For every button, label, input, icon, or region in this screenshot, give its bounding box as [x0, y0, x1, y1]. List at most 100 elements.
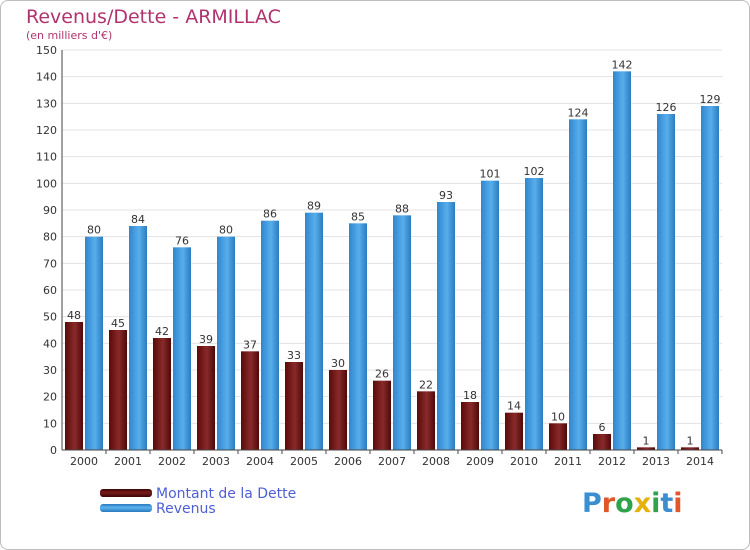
chart-title: Revenus/Dette - ARMILLAC — [26, 6, 281, 28]
y-tick-label: 20 — [43, 391, 57, 404]
bar-debt — [65, 322, 83, 450]
y-tick-label: 120 — [36, 124, 57, 137]
data-label-revenus: 101 — [480, 168, 501, 181]
logo-letter: o — [615, 488, 634, 519]
data-label-revenus: 80 — [219, 224, 233, 237]
data-label-revenus: 126 — [656, 101, 677, 114]
x-tick-label: 2005 — [290, 455, 318, 468]
data-label-revenus: 142 — [612, 58, 633, 71]
y-tick-label: 130 — [36, 97, 57, 110]
data-label-debt: 39 — [199, 333, 213, 346]
logo-letter: r — [601, 488, 616, 519]
y-tick-label: 50 — [43, 311, 57, 324]
data-label-revenus: 80 — [87, 224, 101, 237]
data-label-revenus: 124 — [568, 106, 589, 119]
bar-revenus — [129, 226, 147, 450]
data-label-revenus: 129 — [700, 93, 721, 106]
bar-debt — [505, 412, 523, 450]
bar-debt — [153, 338, 171, 450]
data-label-revenus: 89 — [307, 200, 321, 213]
data-label-debt: 26 — [375, 368, 389, 381]
y-tick-label: 30 — [43, 364, 57, 377]
x-tick-label: 2006 — [334, 455, 362, 468]
bar-revenus — [657, 114, 675, 450]
proxiti-logo: Proxiti — [582, 488, 683, 519]
bar-revenus — [393, 215, 411, 450]
data-label-revenus: 93 — [439, 189, 453, 202]
chart-subtitle: (en milliers d'€) — [26, 29, 113, 42]
bar-debt — [109, 330, 127, 450]
x-tick-label: 2004 — [246, 455, 274, 468]
data-label-revenus: 102 — [524, 165, 545, 178]
bar-debt — [549, 423, 567, 450]
x-tick-label: 2007 — [378, 455, 406, 468]
data-label-debt: 18 — [463, 389, 477, 402]
data-label-debt: 1 — [643, 434, 650, 447]
y-tick-label: 100 — [36, 177, 57, 190]
y-tick-label: 150 — [36, 44, 57, 57]
bar-revenus — [305, 212, 323, 450]
legend-swatch-revenus — [100, 504, 152, 512]
bar-revenus — [613, 71, 631, 450]
data-label-debt: 14 — [507, 400, 521, 413]
data-label-revenus: 85 — [351, 210, 365, 223]
bar-revenus — [217, 236, 235, 450]
data-label-revenus: 86 — [263, 208, 277, 221]
x-tick-label: 2001 — [114, 455, 142, 468]
data-label-debt: 22 — [419, 378, 433, 391]
bar-debt — [593, 434, 611, 450]
logo-letter: i — [673, 488, 683, 519]
x-tick-label: 2009 — [466, 455, 494, 468]
x-tick-label: 2002 — [158, 455, 186, 468]
x-tick-label: 2014 — [686, 455, 714, 468]
logo-letter: P — [582, 488, 602, 519]
logo-letter: i — [651, 488, 661, 519]
bar-debt — [285, 362, 303, 450]
data-label-debt: 37 — [243, 338, 257, 351]
x-tick-label: 2012 — [598, 455, 626, 468]
y-tick-label: 110 — [36, 151, 57, 164]
data-label-debt: 10 — [551, 410, 565, 423]
data-label-revenus: 88 — [395, 202, 409, 215]
y-tick-label: 40 — [43, 337, 57, 350]
bar-revenus — [525, 178, 543, 450]
data-label-debt: 48 — [67, 309, 81, 322]
y-tick-label: 0 — [50, 444, 57, 457]
bar-revenus — [701, 106, 719, 450]
data-label-debt: 6 — [599, 421, 606, 434]
x-tick-label: 2013 — [642, 455, 670, 468]
x-tick-label: 2010 — [510, 455, 538, 468]
bar-revenus — [85, 236, 103, 450]
y-tick-label: 10 — [43, 417, 57, 430]
bar-debt — [417, 391, 435, 450]
bar-debt — [241, 351, 259, 450]
y-tick-label: 60 — [43, 284, 57, 297]
legend-label-revenus: Revenus — [156, 501, 216, 517]
bar-debt — [373, 380, 391, 450]
bar-revenus — [173, 247, 191, 450]
data-label-debt: 42 — [155, 325, 169, 338]
bar-revenus — [261, 220, 279, 450]
y-tick-label: 90 — [43, 204, 57, 217]
y-tick-label: 70 — [43, 257, 57, 270]
bar-revenus — [481, 180, 499, 450]
bar-debt — [197, 346, 215, 450]
legend-swatch-debt — [100, 489, 152, 497]
bar-revenus — [437, 202, 455, 450]
legend-label-debt: Montant de la Dette — [156, 486, 297, 502]
bar-debt — [461, 402, 479, 450]
x-tick-label: 2011 — [554, 455, 582, 468]
data-label-debt: 45 — [111, 317, 125, 330]
data-label-debt: 33 — [287, 349, 301, 362]
y-tick-label: 80 — [43, 231, 57, 244]
logo-letter: x — [633, 488, 652, 519]
x-tick-label: 2008 — [422, 455, 450, 468]
data-label-debt: 1 — [687, 434, 694, 447]
logo-letter: t — [660, 488, 674, 519]
y-tick-label: 140 — [36, 71, 57, 84]
x-tick-label: 2003 — [202, 455, 230, 468]
bar-debt — [329, 370, 347, 450]
bar-revenus — [349, 223, 367, 450]
bar-debt — [681, 447, 699, 450]
